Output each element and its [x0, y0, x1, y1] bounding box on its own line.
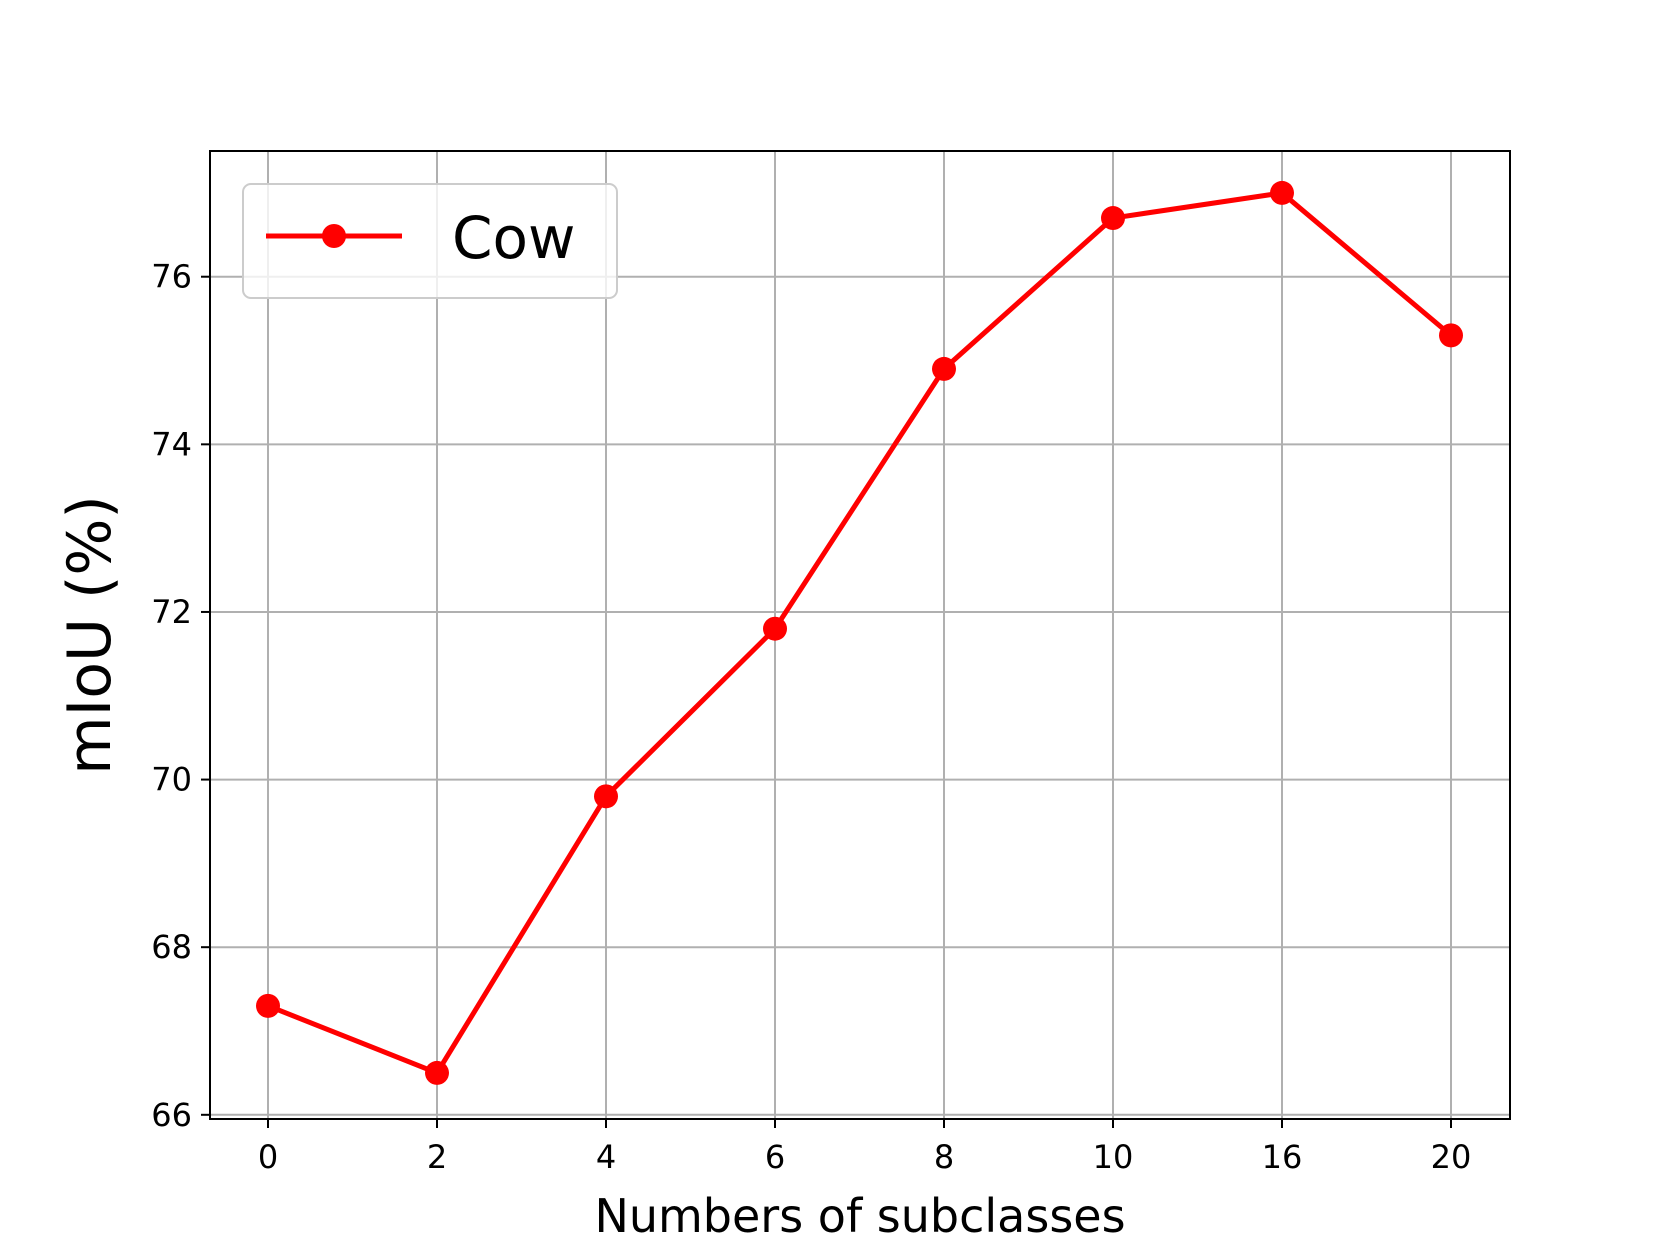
- y-tick-label: 66: [151, 1096, 192, 1134]
- x-tick-label: 8: [934, 1138, 954, 1176]
- y-tick-label: 70: [151, 761, 192, 799]
- data-point: [763, 617, 787, 641]
- data-point: [1101, 206, 1125, 230]
- data-point: [1439, 323, 1463, 347]
- y-tick-label: 68: [151, 928, 192, 966]
- x-axis: 0 2 4 6 8 10 16 20: [258, 1119, 1472, 1176]
- x-tick-label: 16: [1262, 1138, 1303, 1176]
- data-point: [256, 994, 280, 1018]
- y-axis: 66 68 70 72 74 76: [151, 258, 210, 1134]
- x-tick-label: 4: [596, 1138, 616, 1176]
- data-point: [425, 1061, 449, 1085]
- legend-marker: [322, 224, 346, 248]
- data-point: [932, 357, 956, 381]
- data-point: [1270, 181, 1294, 205]
- legend-label: Cow: [452, 204, 575, 272]
- x-tick-label: 2: [427, 1138, 447, 1176]
- y-axis-title: mIoU (%): [55, 495, 125, 775]
- y-tick-label: 76: [151, 258, 192, 296]
- legend: Cow: [243, 184, 617, 298]
- data-point: [594, 784, 618, 808]
- x-tick-label: 0: [258, 1138, 278, 1176]
- y-tick-label: 72: [151, 593, 192, 631]
- series-line: [268, 193, 1451, 1073]
- x-tick-label: 10: [1093, 1138, 1134, 1176]
- x-tick-label: 20: [1431, 1138, 1472, 1176]
- x-tick-label: 6: [765, 1138, 785, 1176]
- x-axis-title: Numbers of subclasses: [594, 1189, 1125, 1243]
- y-tick-label: 74: [151, 425, 192, 463]
